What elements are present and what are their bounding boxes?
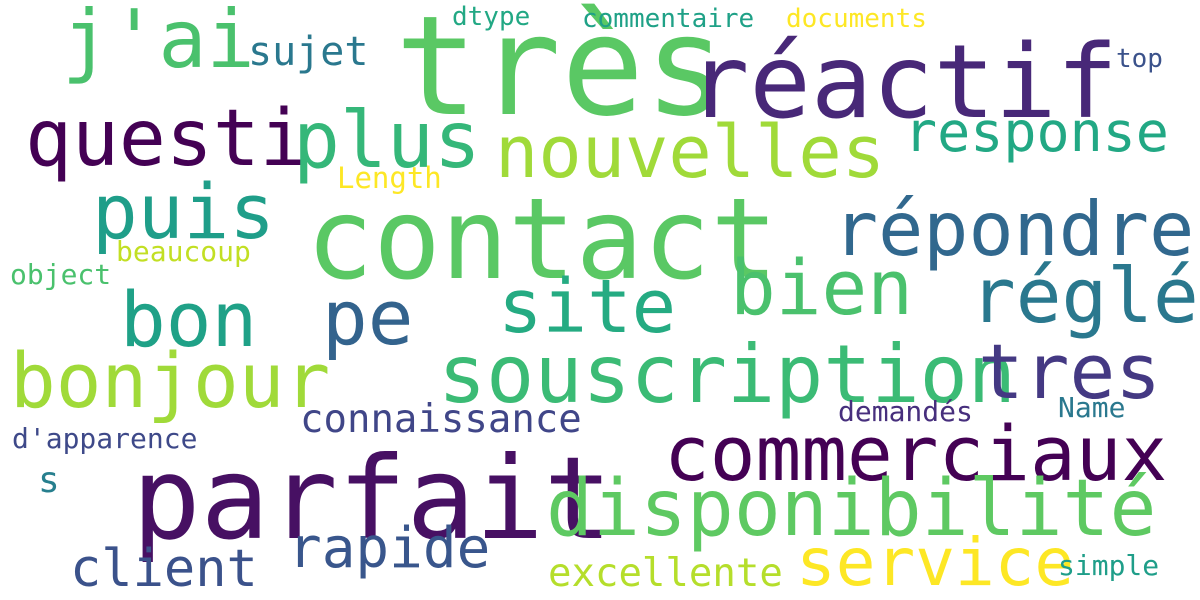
word-pe: pe <box>322 273 414 362</box>
word-jai: j'ai <box>62 0 255 86</box>
word-s: s <box>38 460 60 501</box>
word-connaissance: connaissance <box>300 397 582 442</box>
word-dapparence: d'apparence <box>12 422 198 455</box>
word-length: Length <box>337 161 442 195</box>
word-simple: simple <box>1058 549 1160 582</box>
word-reactif: réactif <box>688 23 1118 142</box>
word-tres-accent: très <box>395 0 728 147</box>
word-parfait: parfait <box>132 432 613 565</box>
word-bonjour: bonjour <box>10 336 331 425</box>
word-souscription: souscription <box>438 328 1016 421</box>
word-puis: puis <box>92 167 276 256</box>
word-bon: bon <box>120 275 258 364</box>
word-questi: questi <box>25 94 307 184</box>
word-beaucoup: beaucoup <box>116 235 251 268</box>
word-regle: réglé <box>970 251 1199 340</box>
word-site: site <box>498 264 677 350</box>
word-name: Name <box>1058 391 1126 424</box>
word-nouvelles: nouvelles <box>495 110 886 194</box>
word-commentaire: commentaire <box>582 4 755 34</box>
word-response: response <box>904 100 1169 164</box>
word-excellente: excellente <box>548 551 783 596</box>
word-plus: plus <box>293 96 481 186</box>
word-object: object <box>10 258 112 291</box>
word-disponibilite: disponibilité <box>546 464 1157 554</box>
word-contact: contact <box>306 175 779 305</box>
word-dtype: dtype <box>452 2 531 32</box>
word-demandes: demandés <box>838 395 973 428</box>
word-documents: documents <box>786 4 927 34</box>
word-bien: bien <box>730 243 914 332</box>
word-tres: tres <box>978 327 1162 416</box>
word-top: top <box>1116 44 1163 74</box>
word-repondre: répondre <box>833 185 1195 273</box>
word-sujet: sujet <box>248 29 369 75</box>
word-rapide: rapide <box>288 516 491 581</box>
word-client: client <box>70 539 258 599</box>
word-commerciaux: commerciaux <box>664 409 1168 498</box>
word-service: service <box>796 524 1075 600</box>
